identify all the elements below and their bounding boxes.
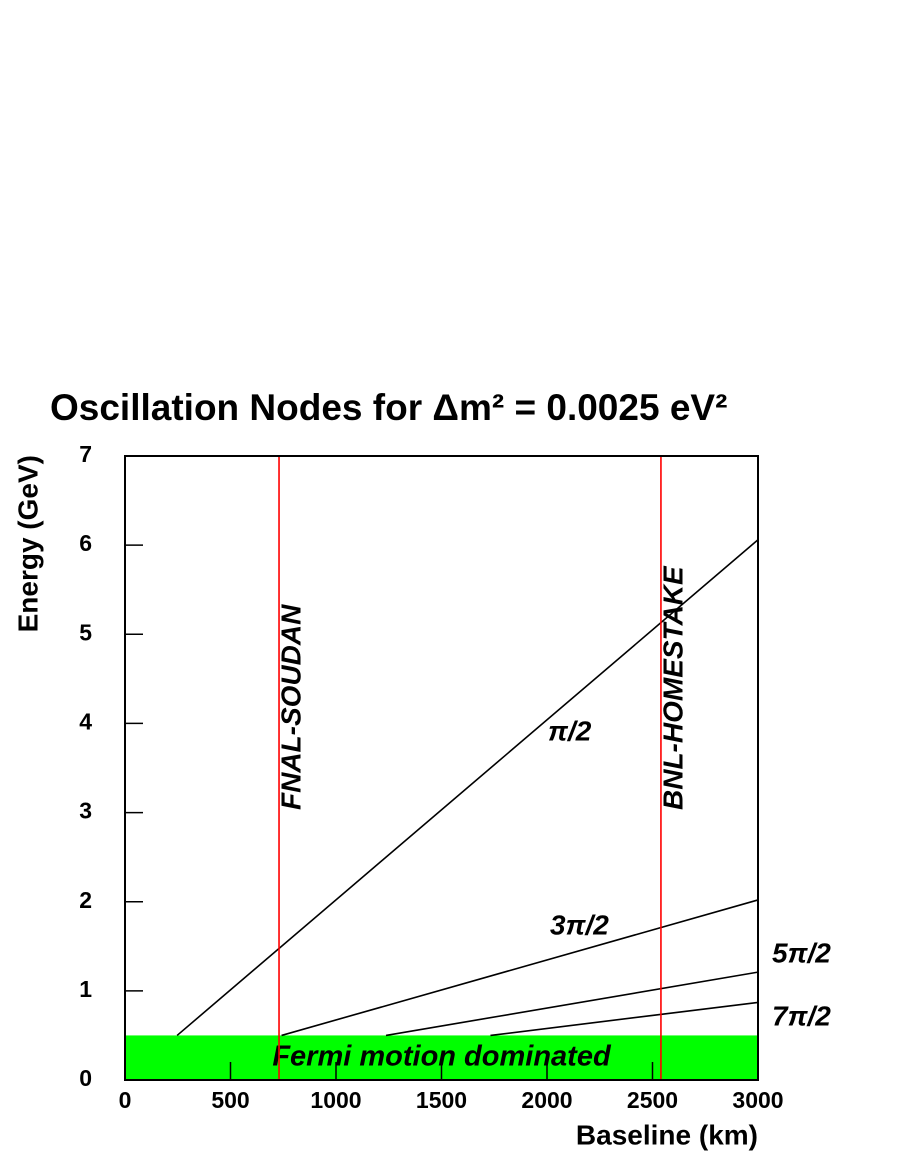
x-tick-label: 0 xyxy=(119,1087,132,1113)
series-label: π/2 xyxy=(548,715,592,746)
y-tick-label: 5 xyxy=(79,619,92,645)
y-tick-label: 7 xyxy=(79,441,92,467)
y-tick-label: 2 xyxy=(79,887,92,913)
x-axis-label: Baseline (km) xyxy=(576,1119,758,1150)
reference-label: BNL-HOMESTAKE xyxy=(657,565,688,810)
x-tick-label: 2000 xyxy=(521,1087,572,1113)
y-tick-label: 6 xyxy=(79,530,92,556)
node-line xyxy=(281,899,759,1037)
x-tick-label: 2500 xyxy=(627,1087,678,1113)
x-tick-label: 500 xyxy=(211,1087,249,1113)
y-tick-label: 1 xyxy=(79,976,92,1002)
y-tick-label: 0 xyxy=(79,1065,92,1091)
plot-frame xyxy=(124,455,759,1081)
x-tick-label: 1500 xyxy=(416,1087,467,1113)
series-label: 3π/2 xyxy=(550,909,609,940)
x-tick-label: 3000 xyxy=(732,1087,783,1113)
y-tick-label: 4 xyxy=(79,709,92,735)
chart-title: Oscillation Nodes for Δm² = 0.0025 eV² xyxy=(50,387,727,428)
y-axis-label: Energy (GeV) xyxy=(12,455,43,632)
series-label: 7π/2 xyxy=(772,1000,831,1031)
node-line xyxy=(385,971,759,1037)
y-tick-label: 3 xyxy=(79,798,92,824)
series-label: 5π/2 xyxy=(772,937,831,968)
node-line xyxy=(490,1001,759,1037)
x-tick-label: 1000 xyxy=(310,1087,361,1113)
reference-label: FNAL-SOUDAN xyxy=(275,604,306,810)
